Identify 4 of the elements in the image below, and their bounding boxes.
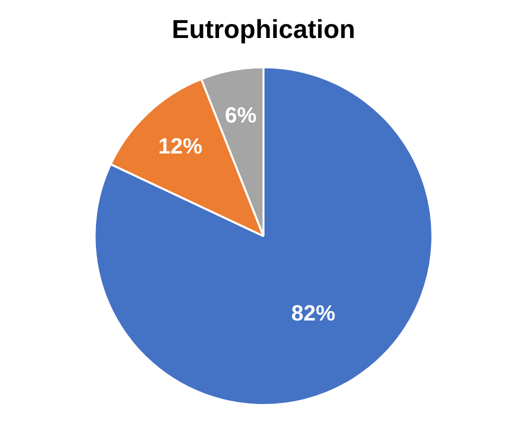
data-label: 6%: [224, 102, 257, 128]
data-label: 12%: [158, 134, 202, 159]
chart-title: Eutrophication: [172, 14, 356, 44]
data-label: 82%: [291, 300, 336, 326]
